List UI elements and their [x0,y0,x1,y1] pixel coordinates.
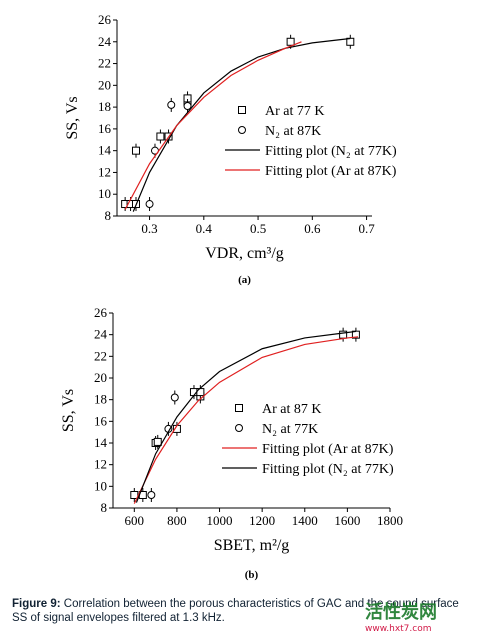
watermark-name: 活性炭网 [365,602,437,623]
y-tick-label: 18 [94,392,107,407]
y-tick-label: 24 [98,34,112,49]
legend-label: N₂ at 77K [262,422,318,437]
x-tick-label: 1400 [292,513,318,528]
y-tick-label: 10 [94,478,107,493]
legend-label: Fitting plot (Ar at 87K) [262,442,394,457]
legend-marker [238,126,246,134]
legend-marker [235,424,243,432]
x-tick-label: 0.5 [250,221,266,236]
y-tick-label: 26 [94,305,108,320]
legend-label: Ar at 77 K [265,104,325,119]
x-tick-label: 0.4 [196,221,213,236]
data-point [147,491,156,499]
x-tick-label: 1800 [377,513,403,528]
fit-line [133,336,359,504]
x-tick-label: 800 [167,513,187,528]
x-tick-label: 0.7 [358,221,375,236]
legend-label: Fitting plot (N₂ at 77K) [265,144,397,159]
x-tick-label: 1000 [207,513,233,528]
x-tick-label: 600 [125,513,145,528]
data-point [346,37,355,46]
caption: Figure 9: Correlation between the porous… [12,597,472,625]
data-point [156,132,165,141]
data-point [131,146,140,155]
y-tick-label: 26 [98,12,112,27]
watermark-url: www.hxt7.com [365,624,432,634]
legend-marker [235,404,243,412]
y-tick-label: 22 [98,56,111,71]
panel-label: (a) [238,274,251,286]
fit-line [132,37,351,212]
x-tick-label: 0.3 [141,221,157,236]
x-tick-label: 1200 [249,513,275,528]
legend-label: N₂ at 87K [265,124,321,139]
y-tick-label: 12 [98,164,111,179]
data-point [145,200,154,209]
y-axis-label: SS, Vs [64,96,81,139]
y-tick-label: 22 [94,348,107,363]
y-tick-label: 8 [101,500,108,515]
panel-label: (b) [245,569,259,581]
caption-text: Correlation between the porous character… [12,598,459,624]
data-point [167,100,176,109]
legend-label: Ar at 87 K [262,402,322,417]
y-tick-label: 16 [94,413,108,428]
y-tick-label: 18 [98,99,111,114]
y-tick-label: 16 [98,121,112,136]
fit-line [124,41,302,210]
x-axis-label: VDR, cm³/g [205,245,284,262]
y-tick-label: 24 [94,327,108,342]
fit-line [135,330,356,503]
legend-marker [238,106,246,114]
figure: 8 10 12 14 16 18 20 22 24 26 0.3 0.4 0.5 0.6 0.7 VDR, c… [60,12,403,581]
caption-label: Figure 9: [12,598,61,610]
data-point [286,37,295,46]
x-tick-label: 1600 [334,513,360,528]
y-tick-label: 14 [98,143,112,158]
legend-label: Fitting plot (N₂ at 77K) [262,462,394,477]
data-point [183,102,192,111]
y-tick-label: 20 [94,370,107,385]
y-tick-label: 12 [94,457,107,472]
y-tick-label: 8 [105,208,112,223]
x-axis-label: SBET, m²/g [214,537,290,554]
y-axis-label: SS, Vs [60,389,77,432]
y-tick-label: 20 [98,77,111,92]
y-tick-label: 14 [94,435,108,450]
data-point [153,437,162,446]
x-tick-label: 0.6 [304,221,321,236]
data-point [351,330,360,339]
watermark: 活性炭网 www.hxt7.com [365,598,437,634]
data-point [170,393,179,402]
y-tick-label: 10 [98,186,111,201]
legend-label: Fitting plot (Ar at 87K) [265,164,397,179]
